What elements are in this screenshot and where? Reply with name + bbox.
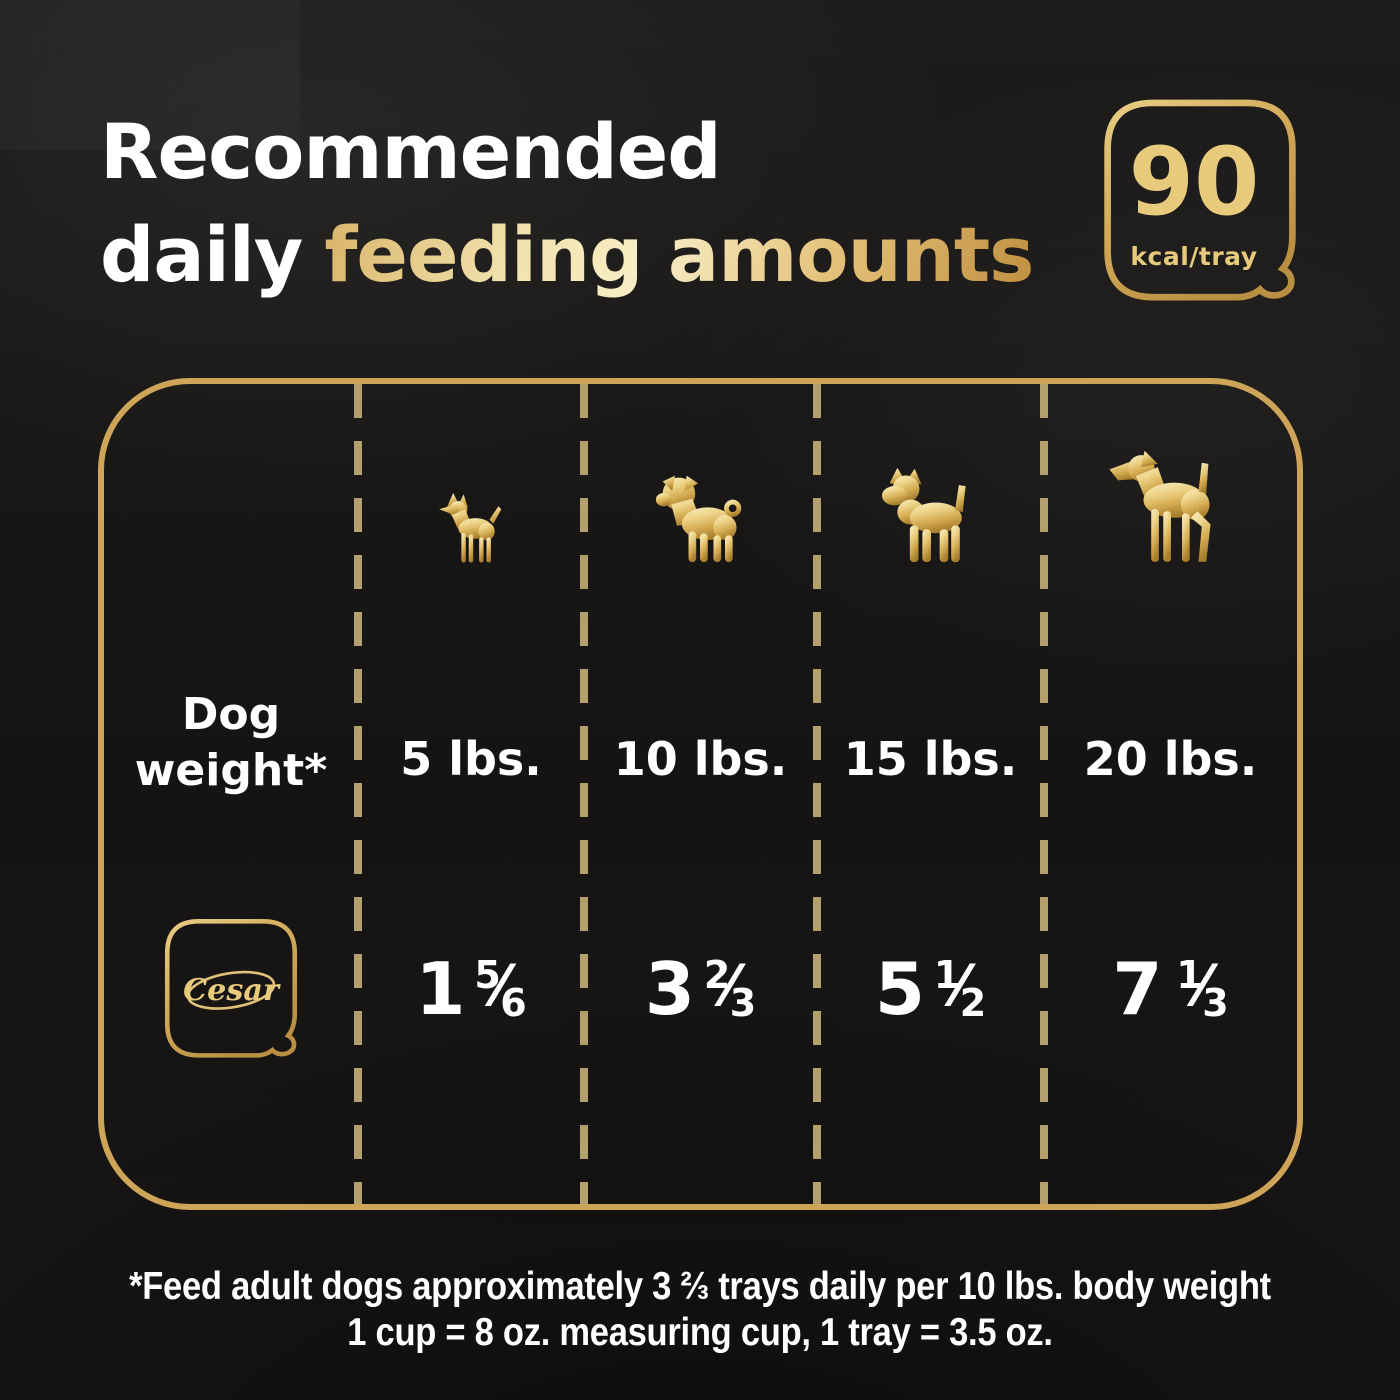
feeding-amount: 7 1 ⁄ 3 [1112, 953, 1228, 1025]
weight-label-20lbs: 20 lbs. [1083, 732, 1258, 786]
header: Recommended daily feeding amounts [100, 100, 1034, 306]
dog-weight-line1: Dog [181, 688, 281, 740]
column-divider-4 [1040, 384, 1048, 1204]
dog-weight-line2: weight* [134, 745, 328, 796]
feeding-table: Dog weight* 5 lbs. 10 lbs. 15 lbs. 20 lbs… [98, 378, 1303, 1210]
dog-cell-20lbs [1044, 424, 1297, 564]
fraction-denominator: 3 [729, 981, 757, 1025]
column-divider-2 [580, 384, 588, 1204]
column-divider-1 [354, 384, 362, 1204]
fraction-numerator: 5 [474, 953, 501, 997]
footnote: *Feed adult dogs approximately 3 ⅔ trays… [0, 1264, 1400, 1356]
amount-cell-10lbs: 3 2 ⁄ 3 [584, 902, 817, 1076]
title-feeding-amounts: feeding amounts [324, 210, 1034, 299]
calorie-badge: 90 kcal/tray [1100, 94, 1300, 308]
fraction-numerator: 1 [933, 953, 961, 997]
dog-weight-header: Dog weight* [104, 684, 358, 834]
tray-outline-icon [1104, 99, 1296, 301]
page-title-line-1: Recommended [100, 107, 722, 196]
fraction-denominator: 6 [500, 981, 527, 1025]
fraction-numerator: 1 [1176, 953, 1203, 997]
badge-kcal-unit: kcal/tray [1130, 242, 1258, 271]
column-divider-3 [813, 384, 821, 1204]
feeding-amount: 1 5 ⁄ 6 [415, 953, 526, 1025]
cesar-swoosh [186, 970, 276, 1010]
amount-whole: 5 [874, 947, 925, 1031]
empty-cell [104, 424, 358, 564]
amounts-row: Cesar 1 5 ⁄ 6 3 2 ⁄ 3 5 1 ⁄ 2 7 1 ⁄ 3 [104, 902, 1297, 1076]
dog-cell-15lbs [817, 424, 1044, 564]
amount-fraction: 5 ⁄ 6 [474, 956, 526, 1022]
amount-cell-20lbs: 7 1 ⁄ 3 [1044, 902, 1297, 1076]
dog-icons-row [104, 424, 1297, 564]
footnote-line-2: 1 cup = 8 oz. measuring cup, 1 tray = 3.… [347, 1311, 1053, 1354]
fraction-slash: ⁄ [1197, 954, 1208, 1019]
amount-whole: 3 [644, 947, 695, 1031]
amount-fraction: 2 ⁄ 3 [704, 956, 756, 1022]
fraction-denominator: 2 [959, 981, 987, 1025]
pug-silhouette-icon [655, 475, 741, 563]
weights-row: Dog weight* 5 lbs. 10 lbs. 15 lbs. 20 lbs… [104, 684, 1297, 834]
dog-cell-10lbs [584, 424, 817, 564]
footnote-line-1: *Feed adult dogs approximately 3 ⅔ trays… [129, 1265, 1271, 1308]
amount-cell-15lbs: 5 1 ⁄ 2 [817, 902, 1044, 1076]
cesar-brand-script: Cesar [183, 973, 281, 1008]
fraction-numerator: 2 [703, 953, 731, 997]
westie-silhouette-icon [881, 467, 966, 563]
fox-terrier-silhouette-icon [1108, 450, 1211, 562]
fraction-slash: ⁄ [955, 954, 965, 1019]
feeding-amount: 5 1 ⁄ 2 [875, 953, 986, 1025]
brand-cell: Cesar [104, 902, 358, 1076]
amount-cell-5lbs: 1 5 ⁄ 6 [358, 902, 584, 1076]
amount-whole: 1 [415, 947, 466, 1031]
weight-label-5lbs: 5 lbs. [400, 732, 542, 786]
dog-cell-5lbs [358, 424, 584, 564]
weight-label-15lbs: 15 lbs. [843, 732, 1018, 786]
small-terrier-silhouette-icon [439, 492, 502, 563]
amount-whole: 7 [1112, 947, 1163, 1031]
amount-fraction: 1 ⁄ 2 [934, 956, 986, 1022]
cesar-logo: Cesar [164, 919, 298, 1058]
title-daily: daily [100, 210, 303, 299]
fraction-slash: ⁄ [495, 954, 506, 1019]
amount-fraction: 1 ⁄ 3 [1176, 956, 1228, 1022]
weight-label-10lbs: 10 lbs. [613, 732, 788, 786]
fraction-denominator: 3 [1202, 981, 1229, 1025]
badge-kcal-value: 90 [1128, 128, 1260, 237]
feeding-amount: 3 2 ⁄ 3 [645, 953, 756, 1025]
page-title-line-2: daily feeding amounts [100, 203, 1034, 306]
fraction-slash: ⁄ [725, 954, 735, 1019]
